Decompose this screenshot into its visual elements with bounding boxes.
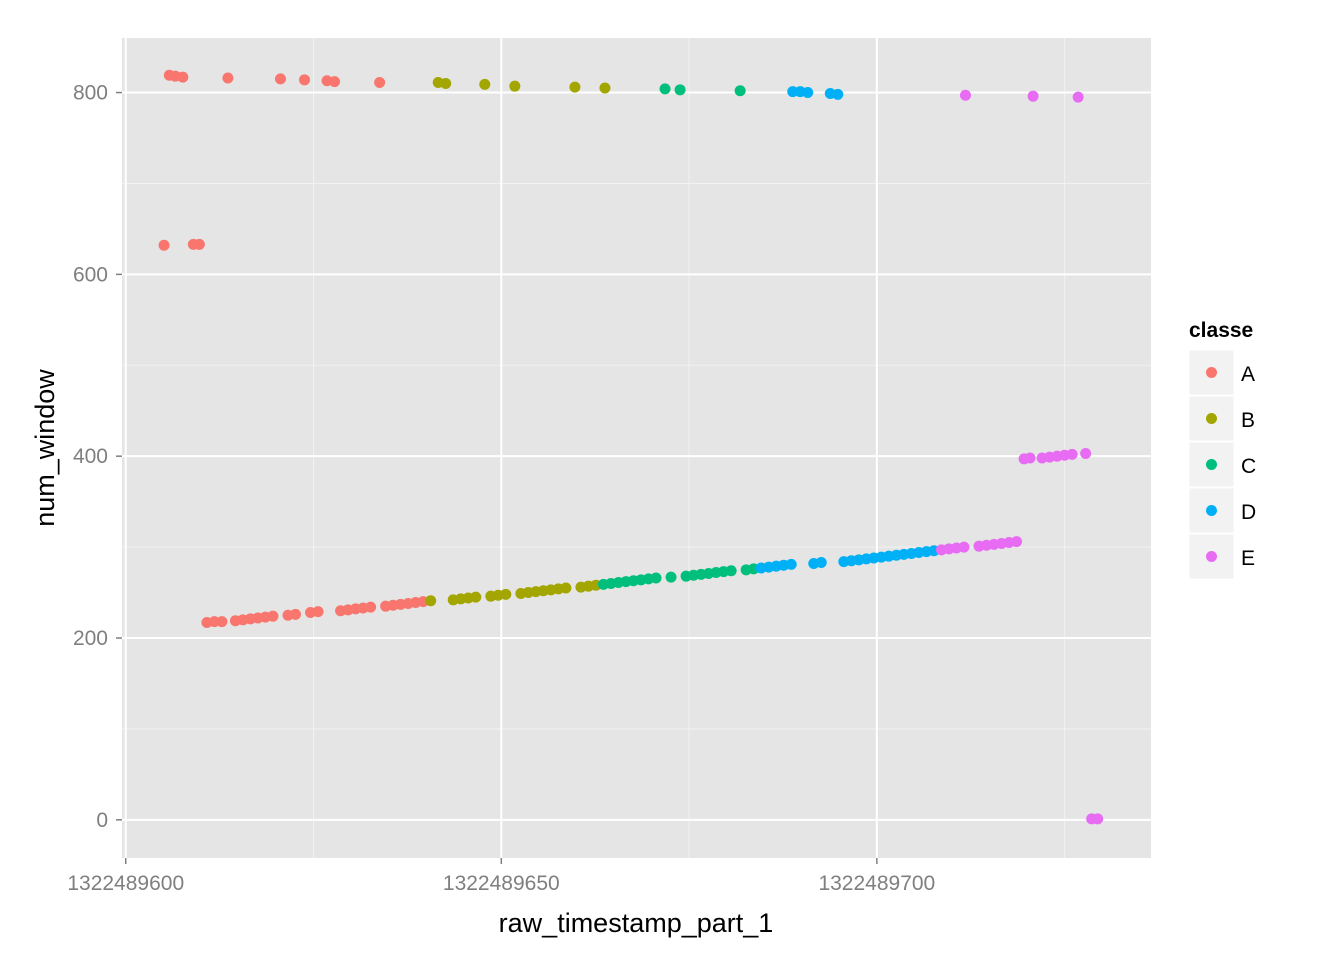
x-tick-label: 1322489700 (818, 872, 935, 895)
grid-minor (122, 38, 1151, 858)
legend-label-C: C (1241, 455, 1256, 478)
y-axis-title: num_window (30, 369, 60, 527)
data-point-A (158, 239, 170, 251)
data-point-B (470, 591, 482, 603)
data-point-D (832, 88, 844, 100)
data-point-C (665, 571, 677, 583)
x-tick-label: 1322489600 (67, 872, 184, 895)
y-tick-label: 400 (73, 445, 108, 468)
legend-key-C (1188, 441, 1235, 488)
data-point-A (290, 608, 302, 620)
data-point-E (1080, 447, 1092, 459)
data-point-A (222, 72, 234, 84)
legend-swatch-E (1206, 551, 1217, 562)
legend-swatch-C (1206, 459, 1217, 470)
legend-swatch-B (1206, 413, 1217, 424)
data-point-B (440, 77, 452, 89)
data-point-A (329, 76, 341, 88)
data-point-E (1011, 536, 1023, 548)
data-point-A (299, 74, 311, 86)
data-point-A (374, 77, 386, 89)
y-tick-label: 600 (73, 263, 108, 286)
data-point-A (193, 238, 205, 250)
grid-major (122, 38, 1151, 858)
x-tick-label: 1322489650 (443, 872, 560, 895)
data-point-E (959, 89, 971, 101)
data-point-E (1092, 813, 1104, 825)
data-points (158, 69, 1104, 825)
data-point-D (785, 558, 797, 570)
data-point-C (674, 84, 686, 96)
data-point-B (569, 81, 581, 93)
data-point-C (725, 565, 737, 577)
legend-swatch-A (1206, 367, 1217, 378)
x-axis-ticks: 1322489600 1322489650 1322489700 (67, 858, 935, 895)
y-tick-label: 800 (73, 82, 108, 105)
data-point-B (425, 595, 437, 607)
legend-label-A: A (1241, 363, 1255, 386)
legend-swatch-D (1206, 505, 1217, 516)
data-point-D (815, 557, 827, 569)
data-point-E (1066, 448, 1078, 460)
data-point-C (650, 572, 662, 584)
data-point-A (312, 606, 324, 618)
data-point-A (216, 616, 228, 628)
data-point-E (1072, 91, 1084, 103)
data-point-B (500, 588, 512, 600)
data-point-C (734, 85, 746, 97)
data-point-C (659, 83, 671, 95)
data-point-E (1027, 90, 1039, 102)
data-point-D (802, 87, 814, 99)
data-point-E (1024, 452, 1036, 464)
data-point-B (479, 78, 491, 90)
legend-label-B: B (1241, 409, 1255, 432)
data-point-B (599, 82, 611, 94)
y-tick-label: 200 (73, 627, 108, 650)
data-point-A (267, 610, 279, 622)
data-point-B (509, 80, 521, 92)
plot-panel (122, 38, 1151, 858)
legend-label-D: D (1241, 501, 1256, 524)
data-point-A (177, 71, 189, 83)
y-axis-ticks: 0 200 400 600 800 (73, 82, 122, 832)
data-point-A (274, 73, 286, 85)
legend-title: classe (1189, 319, 1253, 342)
y-tick-label: 0 (96, 809, 108, 832)
data-point-E (958, 541, 970, 553)
x-axis-title: raw_timestamp_part_1 (499, 908, 774, 938)
legend-label-E: E (1241, 547, 1255, 570)
data-point-B (560, 582, 572, 594)
data-point-A (365, 601, 377, 613)
